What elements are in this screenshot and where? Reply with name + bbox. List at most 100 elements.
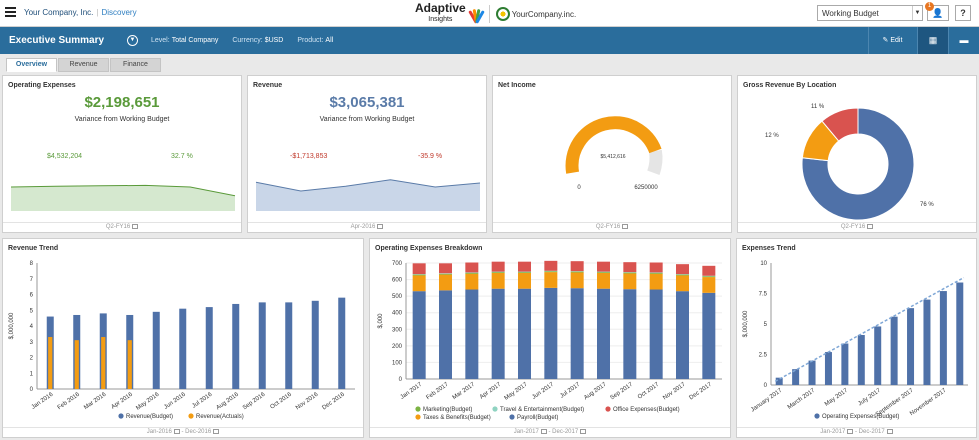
calendar-icon xyxy=(173,429,180,434)
bar-segment xyxy=(439,290,452,379)
dashboard-titlebar: Executive Summary ▼ Level: Total Company … xyxy=(0,27,979,54)
x-tick-label: May 2017 xyxy=(504,381,530,401)
filter-currency: Currency: $USD xyxy=(232,37,284,44)
calendar-icon xyxy=(540,429,547,434)
net-income-gauge: $5,412,616 0 6250000 xyxy=(565,116,663,191)
expenses-trend-panel: Expenses Trend 0 2.5 5 7.5 10 $,000,000 Januar… xyxy=(736,238,977,438)
bar-segment xyxy=(544,287,558,379)
bar-segment xyxy=(491,261,505,272)
opex-panel: Operating Expenses $2,198,651 Variance f… xyxy=(2,75,242,233)
help-button[interactable]: ? xyxy=(955,5,971,21)
page-title: Executive Summary xyxy=(9,35,105,46)
edit-button[interactable]: ✎ Edit xyxy=(868,27,916,54)
bar xyxy=(258,302,266,389)
y-tick-label: 6 xyxy=(30,293,34,299)
bar-segment xyxy=(570,272,584,289)
company-link[interactable]: Your Company, Inc. xyxy=(24,8,94,17)
x-tick-label: Feb 2016 xyxy=(57,391,82,411)
breadcrumb: Your Company, Inc. | Discovery xyxy=(24,8,137,17)
sparkline-line xyxy=(255,179,481,192)
expenses-trend-chart: 0 2.5 5 7.5 10 $,000,000 January 2017 March 201… xyxy=(743,261,968,420)
bar-segment xyxy=(649,289,663,379)
legend-marker xyxy=(188,413,194,419)
user-menu-button[interactable]: 1 👤 xyxy=(925,2,949,21)
grid-view-icon[interactable]: ▦ xyxy=(917,27,948,54)
section-link[interactable]: Discovery xyxy=(101,8,137,17)
bar xyxy=(179,308,187,389)
bar-segment xyxy=(544,260,558,271)
y-axis-label: $,000,000 xyxy=(743,310,749,337)
revenue-sparkline xyxy=(255,179,481,211)
bar-segment xyxy=(623,272,637,274)
bar-segment xyxy=(597,288,610,379)
chevron-down-icon[interactable]: ▼ xyxy=(127,35,138,46)
bar-segment xyxy=(491,288,505,379)
bar-segment xyxy=(518,288,531,379)
bar-segment xyxy=(412,274,426,276)
revenue-value: $3,065,381 xyxy=(329,94,405,111)
legend-label: Marketing(Budget) xyxy=(423,407,472,413)
brand-logos: Adaptive Insights YourCompany.inc. xyxy=(415,2,576,25)
gauge-value: $5,412,616 xyxy=(600,154,625,160)
donut-label: 12 % xyxy=(765,133,779,139)
y-tick-label: 5 xyxy=(764,322,768,328)
bar-segment xyxy=(412,275,426,292)
gross-revenue-donut: 76 % 12 % 11 % xyxy=(765,104,934,221)
period-selector[interactable]: Q2-FY16 xyxy=(493,222,731,232)
version-select[interactable]: Working Budget ▼ xyxy=(817,5,923,21)
date-range-selector[interactable]: Jan-2017 - Dec-2017 xyxy=(370,427,730,437)
opex-value: $2,198,651 xyxy=(84,94,160,111)
bar xyxy=(857,334,865,385)
tab-revenue[interactable]: Revenue xyxy=(58,58,109,72)
bar-segment xyxy=(465,273,479,290)
period-selector[interactable]: Apr-2016 xyxy=(248,222,486,232)
bar-segment xyxy=(702,265,716,276)
x-tick-label: July 2017 xyxy=(857,387,882,407)
panel-title: Operating Expenses xyxy=(8,82,76,89)
bar-segment xyxy=(623,289,637,379)
panel-title: Gross Revenue By Location xyxy=(743,82,837,89)
legend-label: Operating Expenses(Budget) xyxy=(822,414,899,420)
company-logo-icon xyxy=(495,7,510,21)
y-axis-label: $,000 xyxy=(378,313,384,329)
tab-finance[interactable]: Finance xyxy=(110,58,161,72)
sparkline-area xyxy=(256,179,480,211)
x-tick-label: Jun 2017 xyxy=(531,381,555,400)
calendar-icon xyxy=(622,224,629,229)
bar-segment xyxy=(439,274,452,291)
calendar-icon xyxy=(377,224,384,229)
tab-overview[interactable]: Overview xyxy=(6,58,57,72)
bar xyxy=(824,352,832,385)
y-tick-label: 4 xyxy=(30,324,34,330)
legend-label: Payroll(Budget) xyxy=(517,415,558,421)
y-tick-label: 2 xyxy=(30,356,34,362)
x-tick-label: May 2017 xyxy=(824,387,850,407)
top-header: Your Company, Inc. | Discovery Adaptive Ins… xyxy=(0,0,979,27)
bar xyxy=(152,311,160,389)
date-range-selector[interactable]: Jan-2016 - Dec-2016 xyxy=(3,427,363,437)
bar-segment xyxy=(570,261,584,272)
x-tick-label: Dec 2016 xyxy=(321,391,346,411)
filter-level: Level: Total Company xyxy=(151,37,219,44)
y-tick-label: 3 xyxy=(30,340,34,346)
filter-bar[interactable]: Level: Total Company Currency: $USD Produc… xyxy=(151,37,345,44)
bar xyxy=(841,343,849,385)
sparkline-area xyxy=(11,185,235,211)
pencil-icon: ✎ xyxy=(882,37,889,44)
variance-label: Variance from Working Budget xyxy=(319,116,415,123)
period-selector[interactable]: Q2-FY16 xyxy=(738,222,976,232)
logo-fan-icon xyxy=(467,5,485,24)
date-range-selector[interactable]: Jan-2017 - Dec-2017 xyxy=(737,427,976,437)
x-tick-label: Apr 2016 xyxy=(111,391,135,410)
bar-segment xyxy=(412,263,426,275)
bar-segment xyxy=(465,289,479,379)
filter-product: Product: All xyxy=(297,37,334,44)
menu-icon[interactable] xyxy=(5,7,16,17)
bar xyxy=(48,337,53,389)
folder-icon[interactable]: ▬ xyxy=(948,27,979,54)
calendar-icon xyxy=(886,429,893,434)
notification-badge: 1 xyxy=(925,2,934,11)
x-tick-label: Nov 2017 xyxy=(662,381,687,401)
legend-marker xyxy=(118,413,124,419)
period-selector[interactable]: Q2-FY16 xyxy=(3,222,241,232)
